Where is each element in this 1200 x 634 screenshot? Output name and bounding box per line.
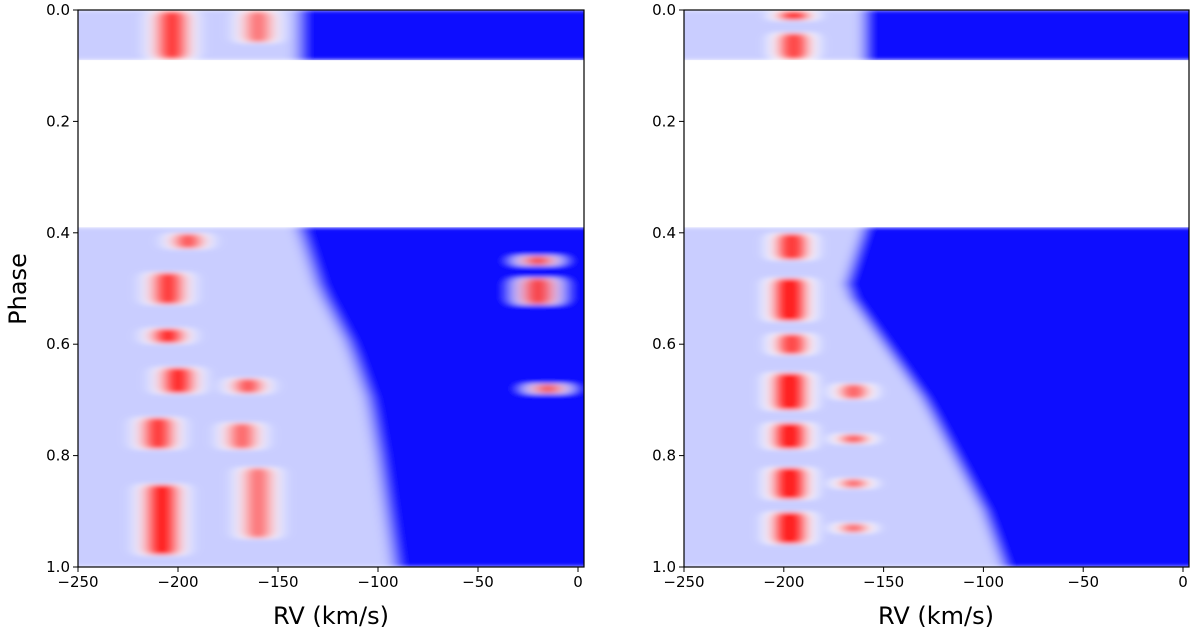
left-feature-3 xyxy=(152,272,184,305)
right-x-tick-label-3: −100 xyxy=(963,573,1004,591)
right-x-tick-label-4: −50 xyxy=(1067,573,1099,591)
right-feature-3 xyxy=(772,278,807,321)
right-x-tick-label-5: 0 xyxy=(1178,573,1188,591)
right-feature-9 xyxy=(839,384,868,399)
left-feature-6 xyxy=(233,378,263,394)
left-feature-10 xyxy=(244,467,272,539)
right-feature-7 xyxy=(772,467,807,500)
left-heatmap-panel: −250 −200 −150 −100 −50 0 0.0 0.2 0.4 0.6 0.8 1.0 xyxy=(46,1,585,591)
left-feature-11 xyxy=(522,278,554,305)
right-axes-frame xyxy=(683,9,1190,568)
left-feature-12 xyxy=(523,256,553,266)
right-y-tick-label-4: 0.8 xyxy=(652,447,676,465)
left-y-tick-label-0: 0.0 xyxy=(46,1,70,19)
right-heatmap-panel: −250 −200 −150 −100 −50 0 0.0 0.2 0.4 0.6 0.8 1.0 xyxy=(652,1,1190,591)
right-data-gap xyxy=(684,60,1189,228)
left-x-tick-label-1: −200 xyxy=(157,573,198,591)
left-feature-13 xyxy=(534,384,562,394)
right-x-tick-label-2: −150 xyxy=(863,573,904,591)
right-feature-8 xyxy=(772,512,807,544)
left-x-tick-label-4: −50 xyxy=(462,573,494,591)
right-y-tick-label-2: 0.4 xyxy=(652,224,676,242)
left-y-tick-label-1: 0.2 xyxy=(46,112,70,130)
right-y-tick-label-5: 1.0 xyxy=(652,558,676,576)
right-x-tick-label-0: −250 xyxy=(663,573,704,591)
left-feature-4 xyxy=(151,328,185,344)
right-absorption-region-1 xyxy=(845,227,1189,567)
left-feature-1 xyxy=(244,11,272,43)
left-absorption-region-1 xyxy=(298,227,584,567)
left-heatmap-body xyxy=(78,10,584,567)
left-x-tick-label-5: 0 xyxy=(573,573,583,591)
right-feature-5 xyxy=(772,373,807,411)
right-heatmap-body xyxy=(684,10,1189,567)
left-y-tick-label-3: 0.6 xyxy=(46,335,70,353)
left-absorption-region-0 xyxy=(298,10,584,61)
right-feature-1 xyxy=(778,33,809,60)
right-y-tick-label-0: 0.0 xyxy=(652,1,676,19)
left-feature-2 xyxy=(173,233,203,249)
left-x-tick-label-0: −250 xyxy=(57,573,98,591)
left-feature-7 xyxy=(142,417,174,450)
right-y-tick-label-3: 0.6 xyxy=(652,335,676,353)
right-feature-6 xyxy=(772,423,807,450)
left-data-gap xyxy=(78,60,584,228)
left-x-tick-label-2: −150 xyxy=(257,573,298,591)
left-axes-frame xyxy=(77,9,585,568)
left-y-tick-label-2: 0.4 xyxy=(46,224,70,242)
left-feature-0 xyxy=(156,11,188,60)
left-feature-9 xyxy=(145,484,179,555)
right-x-tick-label-1: −200 xyxy=(763,573,804,591)
right-x-axis-title: RV (km/s) xyxy=(878,602,994,630)
right-y-tick-label-1: 0.2 xyxy=(652,112,676,130)
right-absorption-region-0 xyxy=(863,10,1189,61)
right-feature-4 xyxy=(776,334,807,355)
left-x-axis-title: RV (km/s) xyxy=(273,602,389,630)
right-feature-12 xyxy=(840,523,868,533)
right-feature-11 xyxy=(840,478,868,489)
right-feature-0 xyxy=(777,11,810,21)
left-y-axis-title: Phase xyxy=(4,253,32,325)
right-feature-10 xyxy=(839,434,868,444)
left-feature-8 xyxy=(228,423,256,450)
left-x-tick-label-3: −100 xyxy=(357,573,398,591)
left-y-tick-label-5: 1.0 xyxy=(46,558,70,576)
left-y-tick-label-4: 0.8 xyxy=(46,447,70,465)
left-feature-5 xyxy=(161,367,195,394)
right-feature-2 xyxy=(775,233,808,260)
